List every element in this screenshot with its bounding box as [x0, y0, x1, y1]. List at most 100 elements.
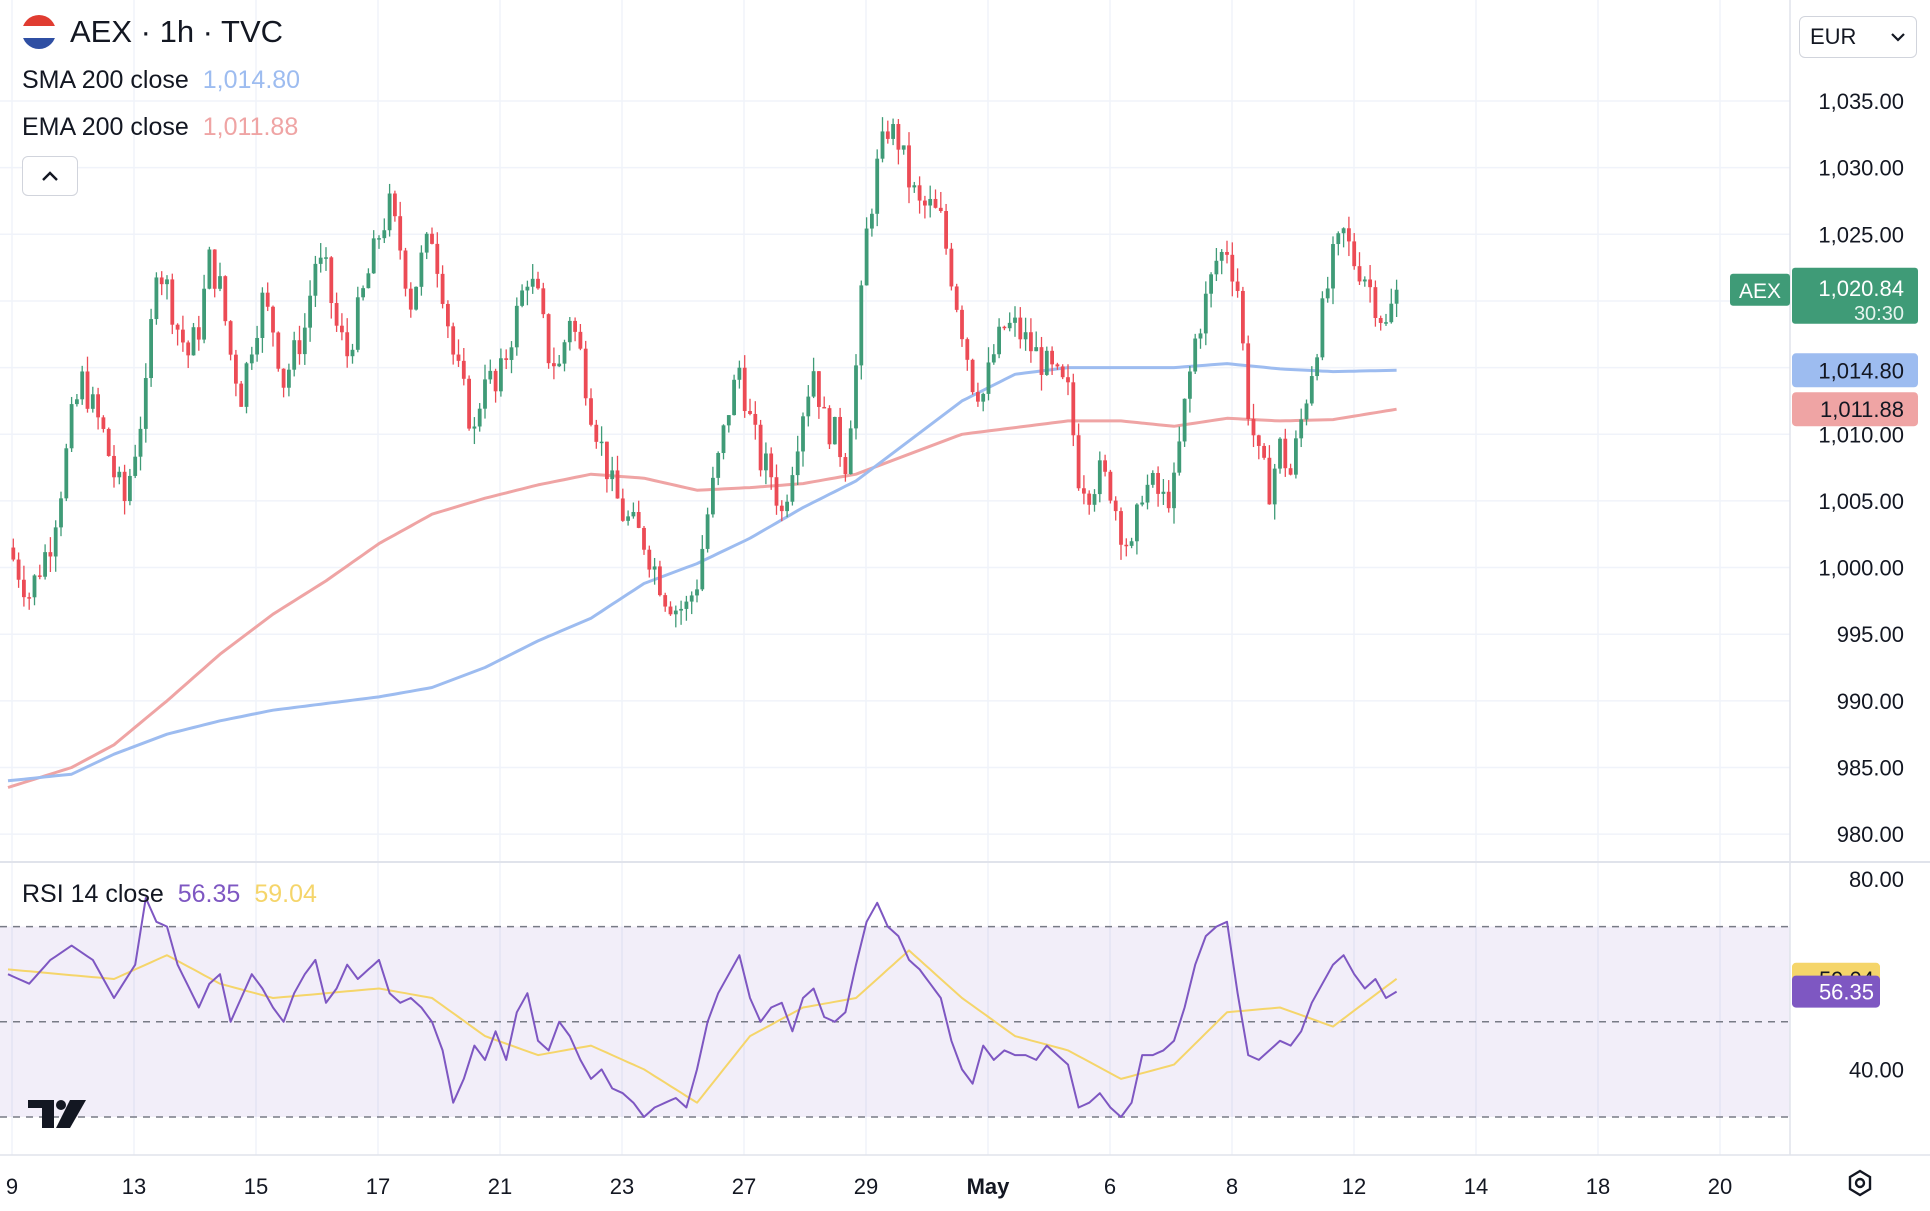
- candle-body: [281, 368, 286, 388]
- candle-body: [1336, 233, 1341, 245]
- candle-body: [1288, 468, 1293, 475]
- candle-body: [530, 278, 535, 287]
- time-tick-label: 9: [6, 1174, 18, 1199]
- candle-body: [308, 295, 312, 328]
- candle-body: [716, 453, 721, 478]
- tradingview-logo[interactable]: [28, 1100, 86, 1128]
- candle-body: [679, 608, 683, 611]
- countdown-label: 30:30: [1854, 303, 1904, 325]
- candle-body: [138, 428, 143, 457]
- chevron-down-icon: [1891, 33, 1905, 42]
- candle-body: [1304, 403, 1309, 420]
- candle-body: [817, 371, 821, 407]
- rsi-line: [7, 897, 1398, 1118]
- candle-body: [1161, 491, 1166, 494]
- sma-legend[interactable]: SMA 200 close 1,014.80: [22, 66, 300, 95]
- rsi-legend[interactable]: RSI 14 close 56.35 59.04: [22, 880, 317, 909]
- candle-body: [965, 339, 970, 360]
- candle-body: [1172, 472, 1176, 509]
- currency-select[interactable]: EUR: [1799, 16, 1917, 58]
- candle-body: [1018, 317, 1023, 340]
- candle-body: [1135, 504, 1139, 542]
- candle-body: [37, 575, 42, 577]
- candle-body: [774, 477, 779, 506]
- candle-body: [419, 252, 424, 287]
- candle-body: [605, 441, 609, 480]
- candle-body: [801, 416, 805, 452]
- candle-body: [212, 249, 217, 289]
- candle-body: [90, 394, 95, 409]
- candle-body: [1309, 376, 1314, 404]
- candle-body: [106, 428, 111, 456]
- candle-body: [1182, 398, 1187, 442]
- candle-body: [976, 392, 980, 402]
- candle-body: [525, 286, 530, 291]
- candle-body: [265, 292, 270, 307]
- candle-body: [960, 309, 964, 340]
- candle-body: [1113, 500, 1118, 512]
- price-tick-label: 990.00: [1837, 689, 1904, 714]
- candle-body: [371, 238, 376, 274]
- candle-body: [1373, 287, 1378, 319]
- candle-body: [382, 230, 387, 239]
- candle-body: [244, 363, 249, 407]
- time-tick-label: 13: [122, 1174, 146, 1199]
- candle-body: [165, 279, 169, 285]
- candle-body: [1087, 493, 1092, 505]
- candle-body: [1246, 343, 1251, 419]
- candle-body: [536, 278, 540, 289]
- settings-gear-icon[interactable]: [1848, 1169, 1872, 1197]
- rsi-ma-value: 59.04: [254, 880, 317, 908]
- ema-price-badge: [1792, 392, 1918, 427]
- candle-body: [143, 378, 148, 429]
- ema-value: 1,011.88: [202, 113, 299, 141]
- candle-body: [398, 216, 403, 251]
- candle-body: [1029, 332, 1033, 352]
- candle-body: [1023, 332, 1028, 340]
- candle-body: [599, 441, 604, 444]
- candle-body: [1230, 254, 1235, 282]
- candle-body: [1119, 511, 1123, 545]
- candle-body: [1203, 293, 1208, 334]
- candle-body: [822, 406, 827, 409]
- candle-body: [112, 455, 116, 478]
- candle-body: [859, 285, 864, 366]
- time-tick-label: 12: [1342, 1174, 1366, 1199]
- candle-body: [446, 303, 450, 327]
- candle-body: [1092, 494, 1097, 505]
- candle-body: [509, 347, 514, 360]
- candle-body: [255, 337, 259, 355]
- candle-body: [181, 329, 185, 343]
- time-tick-label: 20: [1708, 1174, 1732, 1199]
- candle-body: [668, 606, 673, 615]
- symbol-title[interactable]: AEX · 1h · TVC: [70, 14, 284, 49]
- candle-body: [923, 200, 927, 206]
- candle-body: [753, 413, 758, 425]
- candle-body: [117, 471, 122, 478]
- candle-body: [393, 193, 397, 217]
- candle-body: [1267, 457, 1272, 505]
- candle-body: [700, 548, 705, 590]
- candle-body: [149, 319, 153, 379]
- candle-body: [1156, 472, 1160, 494]
- candle-body: [1235, 281, 1240, 291]
- candle-body: [1389, 303, 1394, 323]
- collapse-legend-button[interactable]: [22, 156, 78, 196]
- candle-body: [1283, 438, 1288, 469]
- time-tick-label: 21: [488, 1174, 512, 1199]
- candle-body: [318, 257, 323, 264]
- candle-body: [848, 428, 853, 475]
- candle-body: [175, 324, 180, 330]
- ema-legend[interactable]: EMA 200 close 1,011.88: [22, 113, 298, 142]
- candle-body: [345, 332, 350, 357]
- candle-body: [1262, 445, 1266, 458]
- candle-body: [430, 233, 434, 244]
- chart-title: AEX · 1h · TVC: [22, 14, 283, 50]
- candle-body: [764, 453, 768, 471]
- candle-body: [1278, 438, 1282, 469]
- candle-body: [1066, 377, 1070, 383]
- candle-body: [705, 514, 710, 549]
- candle-body: [11, 547, 16, 560]
- price-tick-label: 1,030.00: [1818, 156, 1904, 181]
